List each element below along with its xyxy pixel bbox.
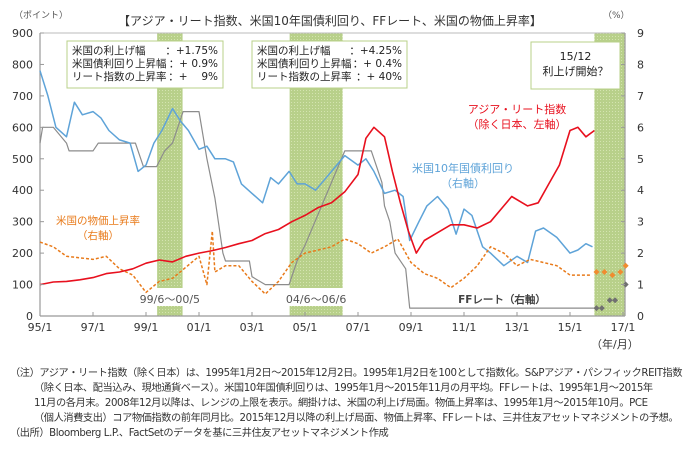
right-tick-label: 8 xyxy=(637,58,644,71)
left-tick-label: 0 xyxy=(26,310,33,323)
annotation-text: 利上げ開始？ xyxy=(543,64,609,78)
x-tick-label: 95/1 xyxy=(28,321,53,334)
annotation-text: 15/12 xyxy=(560,50,592,63)
right-axis-label: （%） xyxy=(603,10,630,21)
x-tick-label: 11/1 xyxy=(452,321,477,334)
source-line: （出所）Bloomberg L.P.、FactSetのデータを基に三井住友アセッ… xyxy=(10,428,389,439)
annotation-label: 米国の利上げ幅 xyxy=(257,44,331,57)
x-tick-label: 01/1 xyxy=(187,321,212,334)
tsy-series-label: （右軸） xyxy=(441,176,485,190)
left-tick-label: 300 xyxy=(12,216,33,229)
ff-rate-forecast-point xyxy=(622,281,629,288)
note-line-3: 11月の各月末。2008年12月以降は、レンジの上限を表示。網掛けは、米国の利上… xyxy=(34,398,648,409)
ff-rate-forecast-point xyxy=(598,305,605,312)
note-line-4: （個人消費支出）コア物価指数の前年同月比。2015年12月以降の利上げ局面、物価… xyxy=(34,413,679,424)
left-tick-label: 900 xyxy=(12,27,33,40)
inflation-forecast-point xyxy=(622,262,629,269)
annotation-box-1-border xyxy=(66,40,224,89)
right-tick-label: 6 xyxy=(637,121,644,134)
x-axis-unit-label: （年/月） xyxy=(591,337,639,351)
annotation-value: ：+ 40% xyxy=(356,71,402,83)
x-tick-label: 99/1 xyxy=(134,321,159,334)
left-tick-label: 700 xyxy=(12,90,33,103)
x-tick-label: 17/1 xyxy=(611,321,636,334)
right-tick-label: 5 xyxy=(637,153,644,166)
note-line-2: （除く日本、配当込み、現地通貨ベース）。米国10年国債利回りは、1995年1月～… xyxy=(34,383,653,394)
inflation-forecast-point xyxy=(593,268,600,275)
annotation-value: ：+4.25% xyxy=(349,45,402,57)
tsy-series-label: 米国10年国債利回り xyxy=(412,161,514,175)
annotation-box-3-border xyxy=(530,41,621,90)
annotation-label: 米国の利上げ幅 xyxy=(72,44,146,57)
cpi-series-label: （右軸） xyxy=(77,229,119,242)
ff-rate-forecast-point xyxy=(606,297,613,304)
annotation-value: ：+ 0.4% xyxy=(353,58,402,70)
x-tick-label: 09/1 xyxy=(399,321,424,334)
x-tick-label: 15/1 xyxy=(558,321,583,334)
ff-rate-forecast-point xyxy=(612,297,619,304)
right-tick-label: 1 xyxy=(637,279,644,292)
chart-title: 【アジア・リート指数、米国10年国債利回り、FFレート、米国の物価上昇率】 xyxy=(118,13,542,28)
left-tick-label: 600 xyxy=(12,121,33,134)
x-tick-label: 05/1 xyxy=(293,321,318,334)
left-tick-label: 800 xyxy=(12,58,33,71)
right-tick-label: 9 xyxy=(637,27,644,40)
annotation-label: 米国債利回り上昇幅 xyxy=(72,57,167,70)
ff-series-label: FFレート（右軸） xyxy=(458,293,546,306)
annotation-value: ：+ 0.9% xyxy=(169,58,218,70)
annotation-value: ：+ 9% xyxy=(168,71,218,83)
inflation-forecast-point xyxy=(609,272,616,279)
reit-index-line xyxy=(39,126,595,286)
right-tick-label: 7 xyxy=(637,90,644,103)
us-10y-yield-line xyxy=(39,70,593,267)
annotation-label: リート指数の上昇率 xyxy=(257,70,352,83)
right-tick-label: 2 xyxy=(637,247,644,260)
chart: 【アジア・リート指数、米国10年国債利回り、FFレート、米国の物価上昇率】 （ポ… xyxy=(12,10,644,351)
reit-series-label: （除く日本、左軸） xyxy=(468,117,567,131)
shaded-period-label: 04/6～06/6 xyxy=(286,293,346,306)
left-tick-label: 400 xyxy=(12,184,33,197)
cpi-series-label: 米国の物価上昇率 xyxy=(56,214,140,227)
inflation-forecast-point xyxy=(601,268,608,275)
right-tick-label: 4 xyxy=(637,184,644,197)
left-tick-label: 100 xyxy=(12,279,33,292)
annotation-box-2-border xyxy=(251,40,408,89)
shaded-period-base xyxy=(289,306,343,316)
x-tick-label: 13/1 xyxy=(505,321,530,334)
shaded-period-base xyxy=(157,306,183,316)
inflation-forecast-point xyxy=(617,268,624,275)
annotation-box-2: 米国の利上げ幅 ：+4.25%米国債利回り上昇幅 ：+ 0.4%リート指数の上昇率 ：… xyxy=(251,40,408,89)
reit-series-label: アジア・リート指数 xyxy=(468,102,567,116)
x-tick-label: 03/1 xyxy=(240,321,265,334)
x-tick-label: 07/1 xyxy=(346,321,371,334)
ff-rate-forecast-point xyxy=(593,305,600,312)
right-tick-label: 3 xyxy=(637,216,644,229)
left-axis-label: （ポイント） xyxy=(14,10,68,21)
shaded-period-label: 99/6～00/5 xyxy=(140,293,200,306)
annotation-value: ：+1.75% xyxy=(165,45,218,57)
note-line-1: （注）アジア・リート指数（除く日本）は、1995年1月2日～2015年12月2日… xyxy=(10,368,683,379)
left-tick-label: 500 xyxy=(12,153,33,166)
right-tick-label: 0 xyxy=(637,310,644,323)
left-tick-label: 200 xyxy=(12,247,33,260)
annotation-label: 米国債利回り上昇幅 xyxy=(257,57,352,70)
ff-rate-line xyxy=(39,111,594,309)
annotation-box-1: 米国の利上げ幅 ：+1.75%米国債利回り上昇幅 ：+ 0.9%リート指数の上昇率：… xyxy=(66,40,224,89)
annotation-label: リート指数の上昇率 xyxy=(72,70,167,83)
x-tick-label: 97/1 xyxy=(81,321,106,334)
us-inflation-line xyxy=(39,230,592,295)
